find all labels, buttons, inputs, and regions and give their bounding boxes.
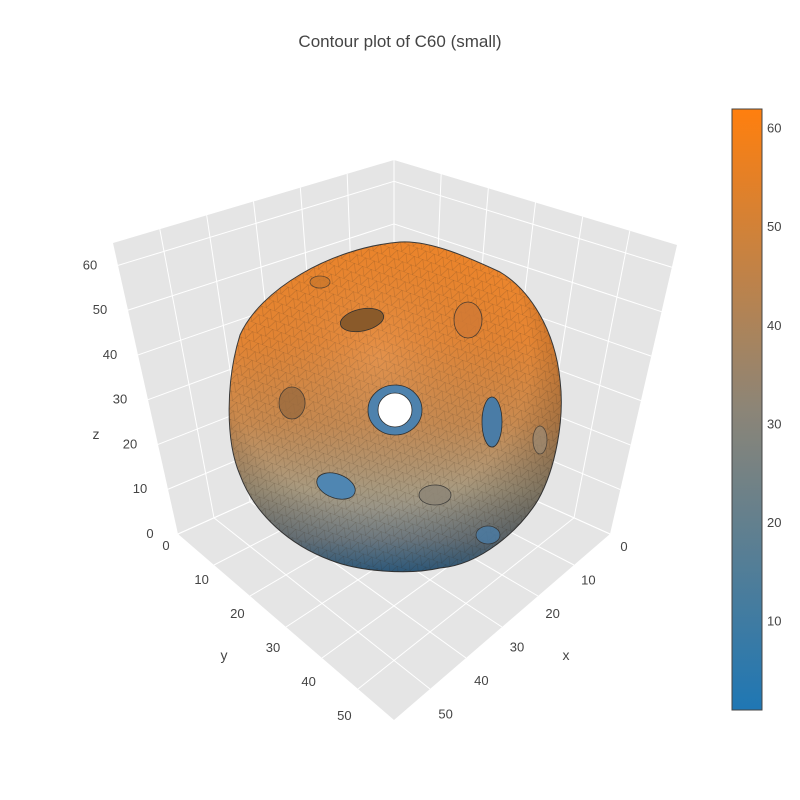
colorbar-tick-label: 40 xyxy=(767,318,781,333)
y-axis-title: y xyxy=(221,647,228,663)
chart-title: Contour plot of C60 (small) xyxy=(298,32,502,51)
x-tick-label: 30 xyxy=(510,640,524,655)
z-axis-title: z xyxy=(93,426,100,442)
z-tick-label: 0 xyxy=(146,526,153,541)
x-tick-label: 0 xyxy=(620,539,627,554)
x-tick-label: 40 xyxy=(474,673,488,688)
colorbar-tick-label: 20 xyxy=(767,515,781,530)
z-tick-label: 10 xyxy=(133,481,147,496)
y-axis-ticks: 0 10 20 30 40 50 xyxy=(162,538,351,723)
colorbar: 10 20 30 40 50 60 xyxy=(731,108,781,711)
colorbar-gradient xyxy=(731,108,763,711)
y-tick-label: 50 xyxy=(337,708,351,723)
x-tick-label: 20 xyxy=(545,606,559,621)
y-tick-label: 10 xyxy=(194,572,208,587)
z-tick-label: 30 xyxy=(113,392,127,407)
grid-line-x xyxy=(573,230,631,518)
colorbar-tick-label: 30 xyxy=(767,416,781,431)
y-tick-label: 20 xyxy=(230,606,244,621)
x-axis-ticks: 0 10 20 30 40 50 xyxy=(438,539,627,722)
z-tick-label: 40 xyxy=(103,347,117,362)
grid-line-y xyxy=(159,229,215,518)
colorbar-tick-label: 10 xyxy=(767,613,781,628)
z-axis-ticks: 0 10 20 30 40 50 60 xyxy=(83,257,154,541)
x-axis-title: x xyxy=(563,647,570,663)
colorbar-tick-label: 50 xyxy=(767,219,781,234)
y-tick-label: 40 xyxy=(301,674,315,689)
grid-line-x xyxy=(357,517,575,690)
surface-openings xyxy=(278,275,548,545)
c60-isosurface[interactable] xyxy=(228,241,562,573)
z-tick-label: 50 xyxy=(93,302,107,317)
z-tick-label: 20 xyxy=(123,436,137,451)
z-tick-label: 60 xyxy=(83,257,97,272)
y-tick-label: 0 xyxy=(162,538,169,553)
x-tick-label: 10 xyxy=(581,573,595,588)
y-tick-label: 30 xyxy=(266,640,280,655)
x-tick-label: 50 xyxy=(438,707,452,722)
colorbar-tick-label: 60 xyxy=(767,121,781,136)
colorbar-ticks: 10 20 30 40 50 60 xyxy=(767,121,781,629)
